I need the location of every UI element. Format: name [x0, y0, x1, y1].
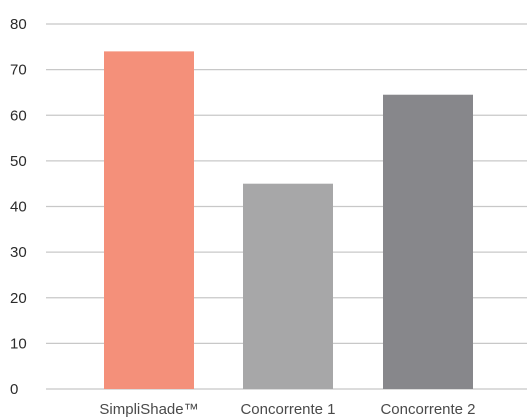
y-tick-label-20: 20 — [10, 290, 27, 307]
category-label-3: Concorrente 2 — [380, 401, 475, 418]
bar-2 — [243, 183, 333, 389]
y-tick-label-40: 40 — [10, 199, 27, 216]
x-axis-category-labels: SimpliShade™ Concorrente 1 Concorrente 2 — [99, 401, 475, 418]
bar-1 — [104, 51, 194, 389]
y-tick-label-80: 80 — [10, 16, 27, 33]
y-tick-label-70: 70 — [10, 62, 27, 79]
y-tick-label-30: 30 — [10, 244, 27, 261]
y-axis-tick-labels: 0 10 20 30 40 50 60 70 80 — [10, 16, 27, 398]
category-label-1: SimpliShade™ — [99, 401, 198, 418]
bar-3 — [383, 94, 473, 389]
y-tick-label-60: 60 — [10, 107, 27, 124]
category-label-2: Concorrente 1 — [240, 401, 335, 418]
y-tick-label-0: 0 — [10, 381, 18, 398]
y-tick-label-50: 50 — [10, 153, 27, 170]
bars — [104, 51, 473, 389]
y-tick-label-10: 10 — [10, 335, 27, 352]
